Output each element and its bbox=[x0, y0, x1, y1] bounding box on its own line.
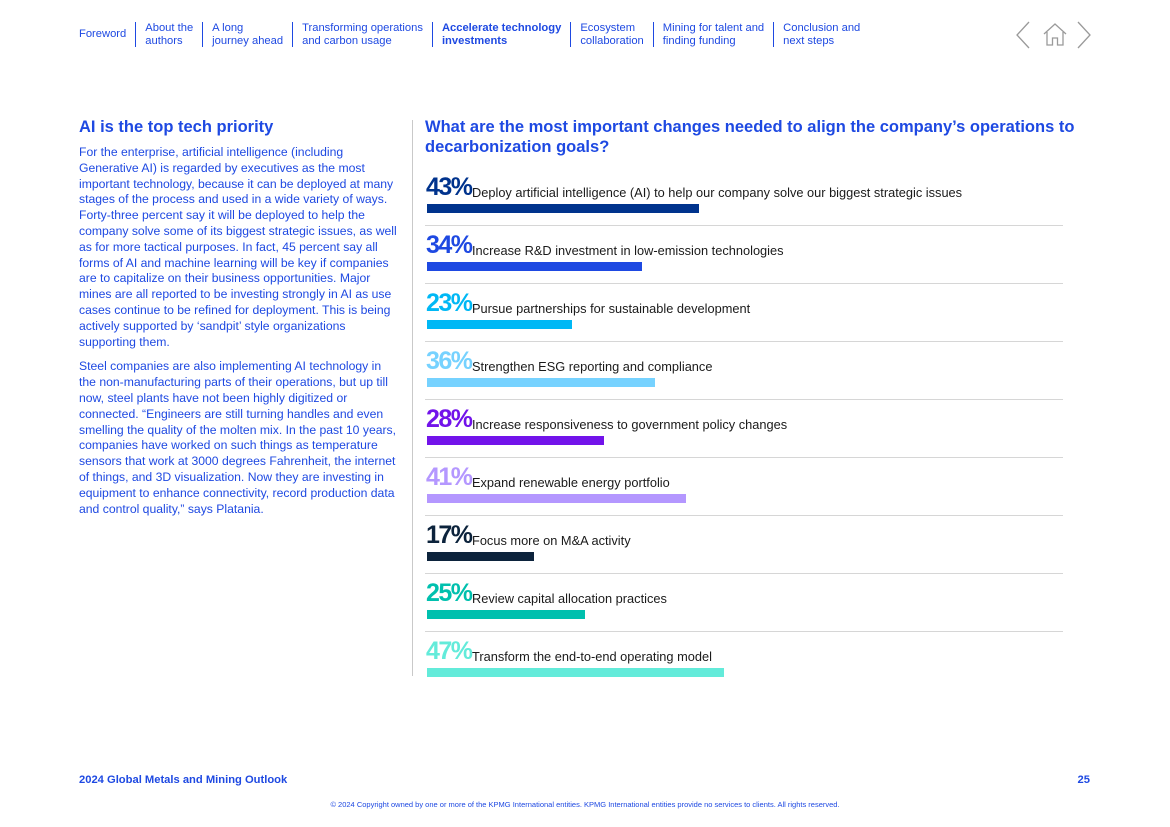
nav-item-talent-funding[interactable]: Mining for talent and finding funding bbox=[652, 22, 773, 47]
category-label: Increase responsiveness to government po… bbox=[472, 417, 788, 432]
bar bbox=[427, 552, 535, 561]
chevron-right-icon[interactable] bbox=[1077, 20, 1093, 50]
bar bbox=[427, 262, 642, 271]
category-label: Pursue partnerships for sustainable deve… bbox=[472, 301, 751, 316]
chart-row: 34% Increase R&D investment in low-emissi… bbox=[425, 226, 1063, 284]
chart-row: 23% Pursue partnerships for sustainable d… bbox=[425, 284, 1063, 342]
column-divider bbox=[412, 120, 413, 676]
category-label: Deploy artificial intelligence (AI) to h… bbox=[472, 185, 963, 200]
chevron-left-icon[interactable] bbox=[1014, 20, 1030, 50]
bar bbox=[427, 436, 604, 445]
value-label: 28% bbox=[426, 405, 473, 433]
chart-row: 25% Review capital allocation practices bbox=[425, 574, 1063, 632]
value-label: 43% bbox=[426, 173, 473, 201]
section-heading: AI is the top tech priority bbox=[79, 118, 274, 136]
chart-row: 43% Deploy artificial intelligence (AI) t… bbox=[425, 168, 1063, 226]
value-label: 41% bbox=[426, 463, 473, 491]
bar bbox=[427, 378, 655, 387]
chart-row: 17% Focus more on M&A activity bbox=[425, 516, 1063, 574]
category-label: Transform the end-to-end operating model bbox=[472, 649, 712, 664]
copyright-notice: © 2024 Copyright owned by one or more of… bbox=[330, 800, 840, 809]
chart-row: 41% Expand renewable energy portfolio bbox=[425, 458, 1063, 516]
category-label: Strengthen ESG reporting and compliance bbox=[472, 359, 713, 374]
value-label: 23% bbox=[426, 289, 473, 317]
category-label: Increase R&D investment in low-emission … bbox=[472, 243, 784, 258]
nav-item-conclusion[interactable]: Conclusion and next steps bbox=[773, 22, 869, 47]
row-divider bbox=[425, 457, 1063, 458]
home-icon[interactable] bbox=[1042, 20, 1068, 50]
nav-item-transforming-operations[interactable]: Transforming operations and carbon usage bbox=[292, 22, 432, 47]
chart-row: 47% Transform the end-to-end operating mo… bbox=[425, 632, 1063, 690]
nav-item-long-journey[interactable]: A long journey ahead bbox=[202, 22, 292, 47]
bar bbox=[427, 320, 573, 329]
body-paragraph: For the enterprise, artificial intellige… bbox=[79, 145, 397, 349]
bar bbox=[427, 494, 687, 503]
page-number: 25 bbox=[1077, 774, 1090, 786]
bar bbox=[427, 204, 699, 213]
nav-item-ecosystem[interactable]: Ecosystem collaboration bbox=[570, 22, 652, 47]
row-divider bbox=[425, 225, 1063, 226]
row-divider bbox=[425, 631, 1063, 632]
value-label: 36% bbox=[426, 347, 473, 375]
bar bbox=[427, 610, 585, 619]
row-divider bbox=[425, 515, 1063, 516]
bar-chart: 43% Deploy artificial intelligence (AI) t… bbox=[425, 168, 1065, 680]
row-divider bbox=[425, 399, 1063, 400]
category-label: Expand renewable energy portfolio bbox=[472, 475, 670, 490]
row-divider bbox=[425, 341, 1063, 342]
value-label: 47% bbox=[426, 637, 473, 665]
row-divider bbox=[425, 283, 1063, 284]
body-paragraph: Steel companies are also implementing AI… bbox=[79, 359, 397, 516]
chart-title: What are the most important changes need… bbox=[425, 118, 1075, 156]
nav-item-about-authors[interactable]: About the authors bbox=[135, 22, 202, 47]
bar bbox=[427, 668, 725, 677]
category-label: Review capital allocation practices bbox=[472, 591, 667, 606]
chart-row: 36% Strengthen ESG reporting and complian… bbox=[425, 342, 1063, 400]
intro-column: AI is the top tech priority For the ente… bbox=[79, 117, 401, 526]
row-divider bbox=[425, 573, 1063, 574]
nav-item-foreword[interactable]: Foreword bbox=[79, 28, 127, 40]
report-title: 2024 Global Metals and Mining Outlook bbox=[79, 774, 288, 786]
category-label: Focus more on M&A activity bbox=[472, 533, 631, 548]
value-label: 17% bbox=[426, 521, 473, 549]
value-label: 34% bbox=[426, 231, 473, 259]
chart-row: 28% Increase responsiveness to government… bbox=[425, 400, 1063, 458]
value-label: 25% bbox=[426, 579, 473, 607]
page-nav-controls bbox=[1014, 20, 1094, 50]
section-nav: Foreword About the authors A long journe… bbox=[79, 22, 869, 48]
nav-item-accelerate-technology[interactable]: Accelerate technology investments bbox=[431, 22, 570, 47]
